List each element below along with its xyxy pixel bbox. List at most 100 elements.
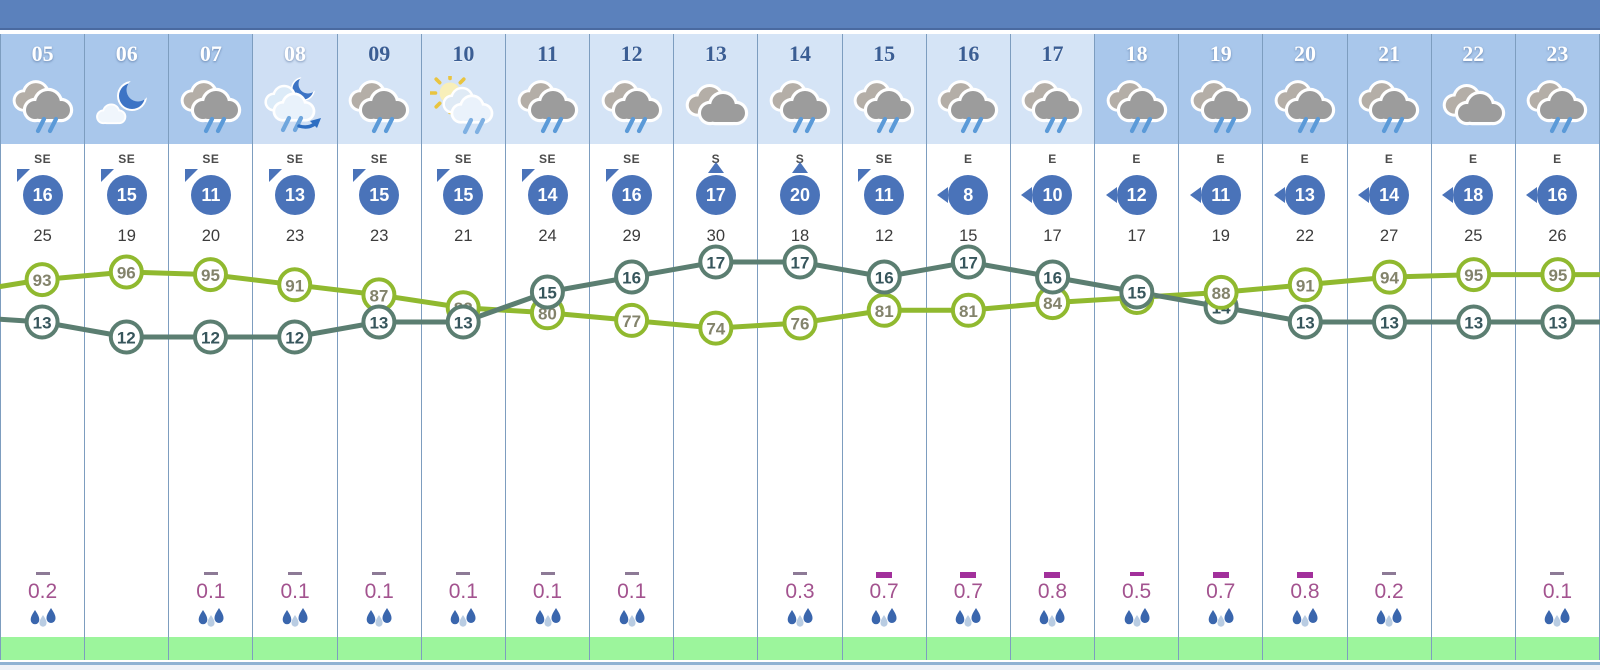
wind-speed-badge: 11 [858,169,905,215]
precip-bar [1212,572,1229,578]
wind-arrow-icon [1189,187,1201,203]
rain-clouds-icon [346,76,412,136]
hour-label: 21 [1378,41,1401,66]
hour-column-11[interactable]: 11 SE 14 24 0.1 [505,34,591,660]
hour-column-14[interactable]: 14 S 20 18 0.3 [758,34,843,660]
green-strip [590,637,674,660]
hour-label: 19 [1209,41,1232,66]
gust-value: 17 [1043,227,1062,245]
precip-value: 0.7 [953,580,983,603]
hour-label: 23 [1546,41,1569,66]
rain-clouds-icon [1524,76,1590,136]
wind-direction-label: E [964,152,973,166]
wind-arrow-icon [1442,187,1454,203]
raindrops-icon [364,608,394,628]
hour-label: 13 [704,41,727,66]
hour-label: 06 [115,41,138,66]
rain-clouds-icon [1272,76,1338,136]
clouds-icon [1440,76,1506,136]
wind-arrow-icon [858,169,872,182]
hour-label: 14 [788,41,811,66]
green-strip [674,637,758,660]
raindrops-icon [28,608,58,628]
precip-bar [876,572,893,578]
hour-column-22[interactable]: 22 E 18 25 [1431,34,1516,660]
green-strip [1095,637,1179,660]
precip-value: 0.5 [1122,580,1152,603]
gust-value: 23 [285,227,305,245]
raindrops-icon [196,608,226,628]
green-strip [505,637,590,660]
wind-direction-label: SE [370,152,388,166]
precip-value: 0.8 [1037,580,1068,603]
hour-column-17[interactable]: 17 E 10 17 0.8 [1010,34,1096,660]
precip-value: 0.1 [280,580,310,603]
wind-speed-badge: 14 [1358,175,1410,215]
sun-cloud-rain-icon [429,71,496,136]
forecast-columns: 05 SE 16 25 0.2 06 SE 15 19 07 SE 11 20 0.1 08 SE 13 23 0.… [0,34,1600,660]
hour-column-21[interactable]: 21 E 14 27 0.2 [1347,34,1432,660]
wind-direction-label: SE [623,152,641,166]
hour-column-07[interactable]: 07 SE 11 20 0.1 [169,34,254,660]
rain-clouds-icon [935,76,1001,136]
raindrops-icon [1037,608,1067,628]
precip-value: 0.1 [617,580,647,603]
green-strip [842,637,926,660]
green-strip [1,637,85,660]
wind-arrow-icon [184,169,198,182]
green-strip [337,637,421,660]
hour-column-18[interactable]: 18 E 12 17 0.5 [1095,34,1180,660]
wind-direction-label: E [1216,152,1226,166]
gust-value: 29 [622,227,641,245]
gust-value: 22 [1295,227,1315,245]
hour-column-06[interactable]: 06 SE 15 19 [85,34,170,660]
wind-direction-label: E [1384,152,1394,166]
hour-column-15[interactable]: 15 SE 11 12 0.7 [842,34,927,660]
green-strip [1347,637,1431,660]
gust-value: 18 [790,227,810,245]
hour-column-16[interactable]: 16 E 8 15 0.7 [926,34,1011,660]
precip-bar [960,572,977,578]
precip-value: 0.1 [448,580,478,603]
wind-speed-badge: 16 [16,169,63,215]
precip-bar [288,572,303,575]
moon-cloud-icon [94,76,160,136]
wind-direction-label: SE [202,152,220,166]
precip-bar [624,572,639,575]
green-strip [169,637,253,660]
wind-speed-badge: 13 [269,169,316,215]
green-strip [1515,637,1599,660]
hour-column-23[interactable]: 23 E 16 26 0.1 [1515,34,1600,660]
hour-column-10[interactable]: 10 SE 15 21 0.1 [421,34,506,660]
wind-speed-badge: 20 [779,162,820,215]
hour-label: 20 [1293,41,1316,66]
rain-clouds-icon [10,76,76,136]
wind-speed-badge: 12 [1105,175,1157,215]
wind-speed-badge: 11 [1189,175,1241,215]
wind-speed-badge: 10 [1021,175,1073,215]
hour-column-19[interactable]: 19 E 11 19 0.7 [1179,34,1264,660]
gust-value: 24 [538,227,557,245]
hour-column-09[interactable]: 09 SE 15 23 0.1 [337,34,422,660]
precip-value: 0.1 [364,580,394,603]
hour-column-20[interactable]: 20 E 13 22 0.8 [1263,34,1348,660]
hour-column-08[interactable]: 08 SE 13 23 0.1 [253,34,338,660]
gust-value: 30 [706,227,725,245]
hour-column-13[interactable]: 13 S 17 30 [674,34,759,660]
green-strip [253,637,337,660]
precip-bar [203,572,218,575]
wind-arrow-icon [521,169,535,182]
hour-column-05[interactable]: 05 SE 16 25 0.2 [1,34,86,660]
wind-direction-label: E [1300,152,1310,166]
wind-arrow-icon [791,162,808,173]
wind-direction-label: E [1468,152,1478,166]
moon-rain-wind-icon [262,74,328,136]
green-strip [1010,637,1095,660]
raindrops-icon [785,608,815,628]
wind-speed-badge: 8 [937,175,989,215]
gust-value: 12 [874,227,894,245]
hour-column-12[interactable]: 12 SE 16 29 0.1 [590,34,675,660]
precip-bar [1129,572,1144,576]
precip-bar [1296,572,1313,578]
